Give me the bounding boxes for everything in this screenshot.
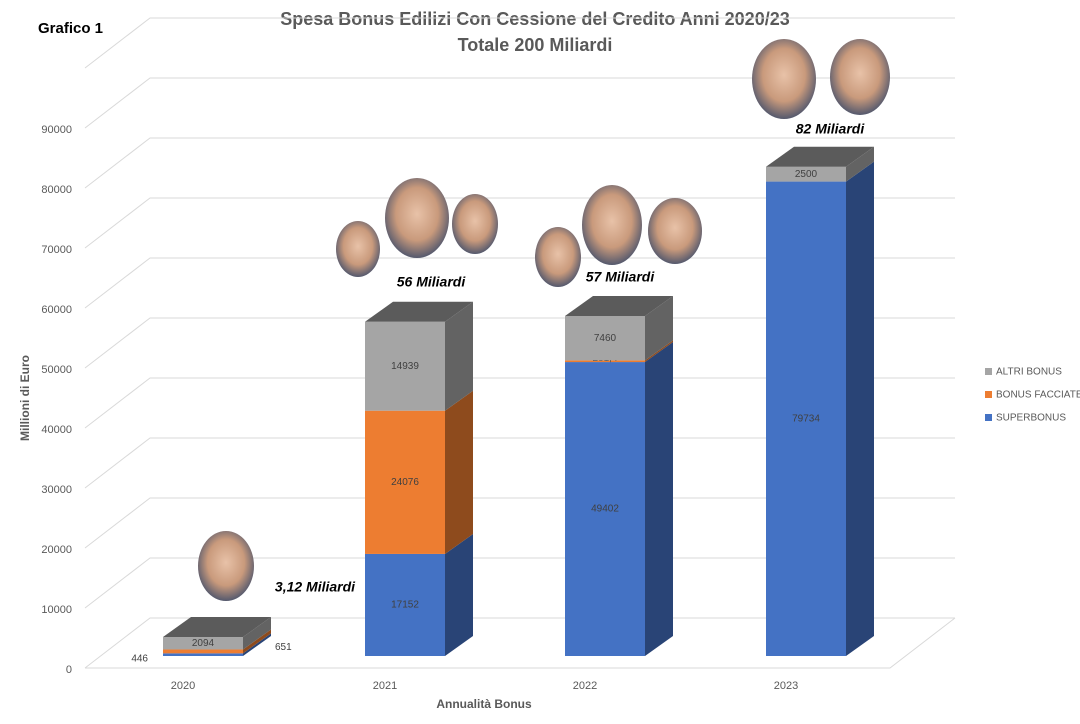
x-tick-label: 2021 [373, 680, 397, 692]
y-tick-label: 70000 [41, 244, 72, 256]
photo [336, 221, 380, 277]
bar [365, 410, 445, 554]
grid-line [84, 437, 955, 489]
data-label: 2094 [192, 638, 215, 649]
grid-line [84, 617, 955, 669]
photo [385, 178, 449, 258]
bar-top [766, 146, 874, 167]
photo [752, 39, 816, 119]
legend-swatch [985, 368, 992, 375]
legend-label: SUPERBONUS [996, 413, 1066, 424]
y-tick-label: 0 [66, 664, 72, 676]
bar [565, 360, 645, 363]
bar [163, 637, 243, 650]
bar-side [846, 161, 874, 656]
x-axis-title: Annualità Bonus [436, 697, 532, 711]
bar [163, 649, 243, 654]
legend-label: BONUS FACCIATE [996, 390, 1080, 401]
bar-side [846, 146, 874, 182]
floor [85, 617, 956, 669]
grid-line [84, 317, 955, 369]
data-label: 17152 [391, 600, 419, 611]
y-tick-label: 80000 [41, 184, 72, 196]
bar-side [645, 342, 673, 656]
data-label: 79734 [792, 413, 820, 424]
bar [565, 315, 645, 361]
y-tick-label: 30000 [41, 484, 72, 496]
annotation: 56 Miliardi [397, 274, 467, 290]
bar [365, 321, 445, 411]
photo [830, 39, 890, 115]
annotation: 3,12 Miliardi [275, 579, 356, 595]
data-label: 651 [275, 642, 292, 653]
chart-subtitle: Totale 200 Miliardi [458, 35, 613, 55]
photo [198, 531, 254, 601]
y-tick-label: 90000 [41, 124, 72, 136]
bar [766, 181, 846, 656]
bar [766, 166, 846, 182]
bar-side [445, 301, 473, 411]
photo [648, 198, 702, 264]
legend-swatch [985, 414, 992, 421]
bar [565, 362, 645, 656]
bar-side [243, 633, 271, 656]
data-label: 446 [131, 654, 148, 665]
legend-swatch [985, 391, 992, 398]
grid-line [84, 17, 955, 69]
photo [582, 185, 642, 265]
bar-top [565, 295, 673, 316]
grid-line [84, 197, 955, 249]
grid-line [84, 77, 955, 129]
photo [535, 227, 581, 287]
bar-side [645, 295, 673, 361]
y-tick-label: 10000 [41, 604, 72, 616]
bar-side [645, 340, 673, 363]
y-tick-label: 50000 [41, 364, 72, 376]
bar-side [243, 629, 271, 654]
annotation: 82 Miliardi [796, 121, 866, 137]
bar [163, 653, 243, 656]
grid-line [84, 557, 955, 609]
y-tick-label: 40000 [41, 424, 72, 436]
grid-line [84, 137, 955, 189]
y-axis-title: Millioni di Euro [18, 355, 32, 441]
bar-side [243, 617, 271, 650]
x-tick-label: 2020 [171, 680, 195, 692]
y-tick-label: 20000 [41, 544, 72, 556]
data-label: 24076 [391, 477, 419, 488]
data-label: 49402 [591, 504, 619, 515]
grid-line [84, 377, 955, 429]
x-tick-label: 2022 [573, 680, 597, 692]
bar-top [365, 301, 473, 322]
data-label: 2500 [795, 169, 818, 180]
bar-side [445, 533, 473, 656]
x-tick-label: 2023 [774, 680, 798, 692]
grid-line [84, 497, 955, 549]
legend-label: ALTRI BONUS [996, 367, 1062, 378]
data-label: 14939 [391, 361, 419, 372]
photos [198, 39, 890, 601]
chart-title: Spesa Bonus Edilizi Con Cessione del Cre… [280, 9, 789, 29]
data-label: 7460 [594, 333, 617, 344]
bar-top [163, 617, 271, 638]
bar [365, 553, 445, 656]
bar-side [445, 390, 473, 554]
y-tick-label: 60000 [41, 304, 72, 316]
annotation: 57 Miliardi [586, 269, 656, 285]
photo [452, 194, 498, 254]
chart-label: Grafico 1 [38, 20, 103, 37]
